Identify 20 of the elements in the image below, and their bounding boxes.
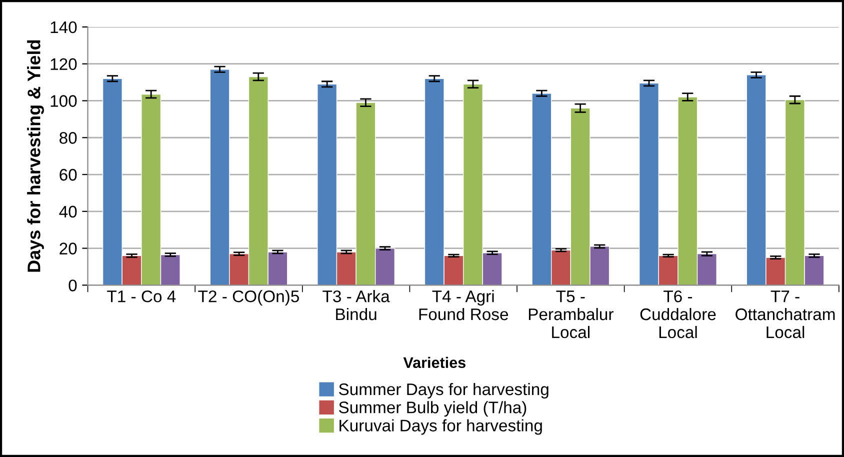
x-axis-title: Varieties [403,356,466,368]
y-axis-title: Days for harvesting & Yield [27,40,44,272]
x-tick-label: T3 - Arka Bindu [322,290,390,320]
y-tick-label: 20 [60,242,77,254]
y-tick-label: 60 [60,168,77,181]
y-tick-label: 100 [50,95,77,107]
x-tick-label: T6 - Cuddalore Local [640,290,716,338]
x-tick-label: T7 - Ottanchatram Local [736,290,835,338]
y-tick-label: 0 [68,280,77,292]
legend-label: Kuruvai Days for harvesting [340,419,542,435]
y-tick-label: 40 [59,206,77,218]
legend-label: Summer Bulb yield (T/ha) [339,401,526,417]
y-tick-label: 120 [50,58,77,70]
y-tick-label: 80 [60,132,77,144]
x-tick-label: T5 - Perambalur Local [528,290,614,338]
x-tick-label: T1 - Co 4 [107,290,176,302]
legend-label: Summer Days for harvesting [339,382,548,399]
x-tick-label: T4 - Agri Found Rose [419,290,508,320]
x-tick-label: T2 - CO(On)5 [198,290,299,306]
y-tick-label: 140 [50,21,77,34]
